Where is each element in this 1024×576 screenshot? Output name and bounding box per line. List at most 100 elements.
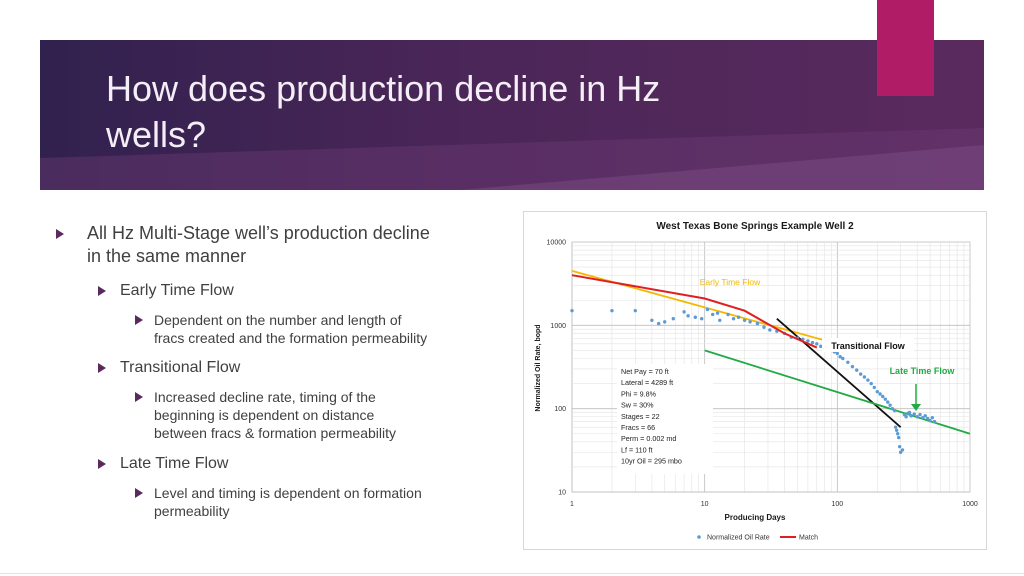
bullet-level-2: Early Time Flow [98,281,234,301]
data-point [915,415,919,419]
data-point [570,308,574,313]
footer-divider [0,573,1024,574]
data-point [838,355,842,359]
bullet-text-line: Early Time Flow [120,282,234,299]
y-tick-label: 10 [558,490,566,497]
data-point [715,311,720,315]
data-point [872,385,877,390]
data-point [878,392,882,396]
bullet-level-3: Level and timing is dependent on formati… [135,484,422,520]
bullet-arrow-icon [98,286,106,296]
x-tick-label: 1 [570,501,574,508]
data-point [748,320,752,324]
data-point [633,308,637,313]
slide-title-line-2: wells? [106,114,207,155]
data-point [898,450,903,454]
data-point [806,339,810,343]
data-point [768,328,772,332]
data-point [705,307,710,312]
data-point [866,378,870,382]
data-point [736,315,741,319]
bullet-arrow-icon [56,229,64,239]
data-point [893,425,898,429]
bullet-arrow-icon [135,315,143,325]
well-info-line: Fracs = 66 [621,423,655,432]
data-point [693,315,698,319]
data-point [731,317,736,321]
data-point [656,321,661,326]
well-info: Net Pay = 70 ft Lateral = 4289 ft Phi = 9.… [621,367,682,466]
data-point [671,317,675,321]
title-band [40,40,984,190]
data-point [875,389,879,394]
annotation-transitional-flow: Transitional Flow [831,341,906,351]
y-axis-label: Normalized Oil Rate, bopd [535,324,542,411]
data-point [850,364,855,369]
data-point [928,418,932,423]
well-info-line: Sw = 30% [621,401,654,410]
annotation-transitional-bg [822,338,914,352]
x-tick-label: 100 [831,501,843,508]
data-point [862,375,867,379]
data-point [888,403,892,407]
data-point [920,415,925,420]
data-point [610,308,614,313]
x-tick-label: 1000 [962,501,978,508]
bullet-level-3: Increased decline rate, timing of the be… [135,388,396,442]
bullet-level-1: All Hz Multi-Stage well’s production dec… [56,222,430,268]
data-point [726,312,730,317]
well-info-line: Net Pay = 70 ft [621,367,669,376]
data-point [742,318,747,322]
decline-chart: West Texas Bone Springs Example Well 2 1… [535,221,978,542]
data-point [907,410,912,415]
accent-tab [877,0,934,96]
data-point [841,356,845,361]
trend-line-late-time-flow [704,349,971,435]
annotation-late-time-flow: Late Time Flow [890,366,956,376]
data-point [909,414,913,418]
bullet-text-line: in the same manner [87,246,247,266]
well-info-box [617,364,713,474]
data-point [700,317,704,321]
data-point [918,412,922,417]
bullet-text-line: Transitional Flow [120,359,241,376]
data-point [650,318,654,322]
data-point [846,360,850,365]
title-band-sheen [40,128,984,190]
bullet-text-line: All Hz Multi-Stage well’s production dec… [87,223,430,243]
data-point [897,444,902,449]
data-point [932,419,937,424]
data-point [923,414,927,418]
data-point [819,344,823,349]
data-point [904,415,908,419]
data-point [663,320,667,324]
bullet-text-line: Dependent on the number and length of [154,312,402,328]
data-point [762,325,766,329]
data-point [892,408,897,413]
legend-label-oil-rate: Normalized Oil Rate [707,535,770,542]
bullet-arrow-icon [135,488,143,498]
data-point [895,432,900,436]
y-tick-label: 10000 [547,240,567,247]
data-point [718,318,722,322]
bullet-level-3: Dependent on the number and length of fr… [135,311,427,347]
bullet-text-line: Level and timing is dependent on formati… [154,485,422,501]
bullet-text-line: permeability [154,503,230,519]
data-point [858,372,863,376]
bullet-level-2: Transitional Flow [98,358,240,378]
data-point [896,435,901,440]
data-point [881,394,885,399]
match-curve [571,274,818,349]
data-point [869,381,873,386]
bullet-arrow-icon [98,459,106,469]
well-info-line: Lateral = 4289 ft [621,378,673,387]
slide-title: How does production decline in Hz wells? [106,66,806,158]
bullet-arrow-icon [98,363,106,373]
data-point [711,312,715,317]
data-point [835,351,840,356]
data-point [926,416,930,421]
data-point [883,397,888,401]
data-point [810,340,815,345]
chart-panel: West Texas Bone Springs Example Well 2 1… [523,211,987,550]
bullet-text-line: beginning is dependent on distance [154,407,375,423]
